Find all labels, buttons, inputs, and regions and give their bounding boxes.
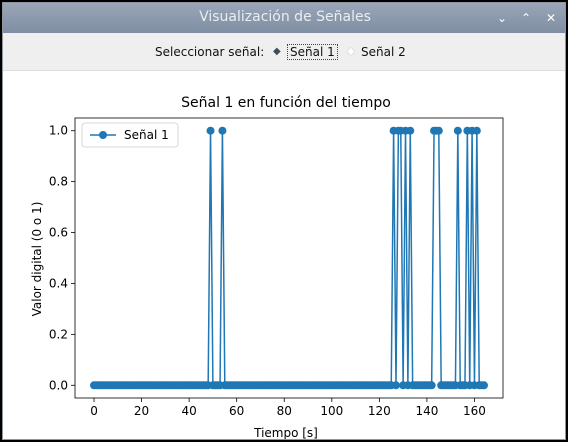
x-tick-label: 140 — [415, 404, 438, 418]
series-line — [94, 129, 484, 387]
y-tick-label: 1.0 — [49, 124, 68, 138]
chart-title: Señal 1 en función del tiempo — [181, 95, 391, 111]
y-tick-label: 0.8 — [49, 175, 68, 189]
close-icon[interactable]: ✕ — [545, 11, 557, 25]
legend-box — [81, 122, 179, 148]
data-point — [453, 126, 462, 135]
y-tick-label: 0.6 — [49, 226, 68, 240]
radio-signal-2[interactable]: ◆ Señal 2 — [347, 43, 413, 63]
signal-chart: Señal 1 en función del tiempo Tiempo [s]… — [30, 95, 504, 440]
x-axis-label: Tiempo [s] — [253, 426, 318, 440]
data-point — [218, 126, 227, 135]
title-bar[interactable]: Visualización de Señales ⌄ ⌃ ✕ — [3, 3, 565, 33]
x-tick-label: 160 — [463, 404, 486, 418]
y-tick-label: 0.0 — [49, 378, 68, 392]
plot-area: Señal 1 en función del tiempo Tiempo [s]… — [3, 71, 565, 440]
x-tick-label: 20 — [134, 404, 149, 418]
radio-signal-1-label: Señal 1 — [287, 44, 338, 60]
signal-selector: Seleccionar señal: ◆ Señal 1 ◆ Señal 2 — [3, 33, 565, 71]
axes-frame — [74, 117, 504, 399]
data-point — [472, 126, 481, 135]
maximize-icon[interactable]: ⌃ — [520, 11, 532, 25]
data-point — [479, 381, 488, 390]
select-signal-label: Seleccionar señal: — [155, 45, 265, 59]
x-tick-label: 120 — [368, 404, 391, 418]
data-point — [434, 126, 443, 135]
x-tick-label: 0 — [90, 404, 98, 418]
legend-label: Señal 1 — [124, 128, 169, 142]
x-tick-label: 40 — [181, 404, 196, 418]
y-tick-label: 0.2 — [49, 327, 68, 341]
x-tick-label: 100 — [320, 404, 343, 418]
radio-unselected-icon: ◆ — [347, 46, 355, 57]
data-point — [427, 381, 436, 390]
radio-signal-2-label: Señal 2 — [361, 45, 406, 59]
data-point — [406, 126, 415, 135]
y-tick-label: 0.4 — [49, 276, 68, 290]
legend-marker — [99, 131, 107, 139]
y-axis-label: Valor digital (0 o 1) — [30, 202, 44, 317]
minimize-icon[interactable]: ⌄ — [496, 11, 508, 25]
radio-signal-1[interactable]: ◆ Señal 1 — [273, 43, 339, 63]
data-point — [206, 126, 215, 135]
radio-selected-icon: ◆ — [273, 46, 281, 57]
data-point — [392, 381, 400, 390]
x-tick-label: 60 — [229, 404, 244, 418]
x-tick-label: 80 — [277, 404, 292, 418]
window-title: Visualización de Señales — [199, 9, 371, 25]
